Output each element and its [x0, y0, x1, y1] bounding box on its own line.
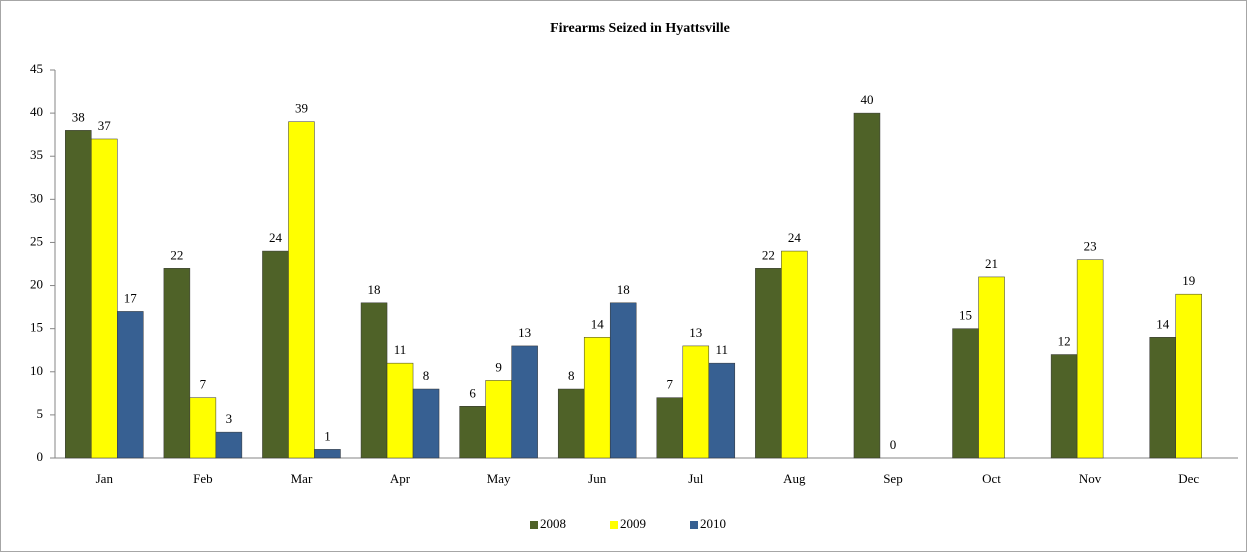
bar: [314, 449, 341, 459]
x-tick-label: Sep: [883, 471, 903, 486]
y-tick-label: 10: [30, 363, 43, 378]
x-tick-label: Aug: [783, 471, 806, 486]
data-label: 9: [495, 359, 502, 374]
data-label: 23: [1084, 239, 1097, 254]
y-tick-label: 5: [37, 406, 44, 421]
bar: [189, 397, 217, 459]
bar: [459, 406, 486, 459]
data-label: 21: [985, 256, 998, 271]
data-label: 22: [762, 247, 775, 262]
y-tick-label: 20: [30, 277, 43, 292]
data-label: 0: [890, 437, 897, 452]
data-label: 14: [1156, 316, 1170, 331]
legend-swatch: [690, 521, 698, 529]
data-label: 11: [716, 342, 729, 357]
chart-title: Firearms Seized in Hyattsville: [550, 21, 730, 36]
bar: [656, 397, 684, 459]
data-label: 6: [469, 385, 476, 400]
bar: [163, 268, 191, 459]
x-tick-label: Mar: [291, 471, 313, 486]
legend-swatch: [530, 521, 538, 529]
data-label: 39: [295, 101, 308, 116]
bar: [609, 302, 637, 459]
bar: [1175, 293, 1202, 459]
y-tick-label: 35: [30, 147, 43, 162]
bar: [386, 362, 414, 459]
bar: [360, 302, 388, 459]
data-label: 40: [860, 92, 873, 107]
bar: [978, 276, 1005, 459]
x-tick-label: Jan: [96, 471, 114, 486]
y-tick-label: 40: [30, 104, 43, 119]
data-label: 19: [1182, 273, 1195, 288]
bar: [1076, 259, 1104, 459]
data-label: 24: [269, 230, 283, 245]
x-tick-label: May: [487, 471, 511, 486]
y-tick-label: 15: [30, 320, 43, 335]
bar: [412, 388, 440, 459]
bar: [485, 380, 512, 459]
data-label: 13: [518, 325, 531, 340]
x-tick-label: Dec: [1178, 471, 1199, 486]
bar: [853, 112, 881, 459]
data-label: 18: [617, 282, 630, 297]
data-label: 1: [324, 428, 331, 443]
y-tick-label: 25: [30, 233, 43, 248]
x-tick-label: Jul: [688, 471, 704, 486]
legend-label: 2009: [620, 516, 646, 531]
data-label: 22: [170, 247, 183, 262]
bar: [65, 130, 92, 459]
bar: [781, 250, 808, 459]
bar: [262, 250, 289, 459]
data-label: 17: [124, 290, 138, 305]
y-tick-label: 30: [30, 190, 43, 205]
data-label: 24: [788, 230, 802, 245]
y-tick-label: 45: [30, 61, 43, 76]
x-tick-label: Oct: [982, 471, 1001, 486]
bar: [1050, 354, 1078, 459]
bar: [682, 345, 710, 459]
bar: [583, 337, 611, 459]
bar: [557, 388, 585, 459]
x-tick-label: Jun: [588, 471, 607, 486]
data-label: 11: [394, 342, 407, 357]
data-label: 7: [667, 377, 674, 392]
legend-swatch: [610, 521, 618, 529]
bar: [91, 138, 118, 459]
bar: [952, 328, 979, 459]
data-label: 3: [226, 411, 233, 426]
x-tick-label: Apr: [390, 471, 411, 486]
data-label: 8: [423, 368, 430, 383]
data-label: 38: [72, 109, 85, 124]
bar: [755, 268, 782, 459]
data-label: 14: [591, 316, 605, 331]
legend-label: 2010: [700, 516, 726, 531]
bar: [215, 431, 243, 459]
bar: [1149, 337, 1176, 459]
bar: [708, 362, 736, 459]
data-label: 8: [568, 368, 575, 383]
bar: [117, 311, 144, 459]
data-label: 37: [98, 118, 112, 133]
x-tick-label: Feb: [193, 471, 213, 486]
x-tick-label: Nov: [1079, 471, 1102, 486]
data-label: 18: [368, 282, 381, 297]
bar: [288, 121, 315, 459]
data-label: 7: [200, 377, 207, 392]
data-label: 13: [689, 325, 702, 340]
data-label: 12: [1058, 334, 1071, 349]
legend-label: 2008: [540, 516, 566, 531]
data-label: 15: [959, 308, 972, 323]
bar: [511, 345, 538, 459]
y-tick-label: 0: [37, 449, 44, 464]
